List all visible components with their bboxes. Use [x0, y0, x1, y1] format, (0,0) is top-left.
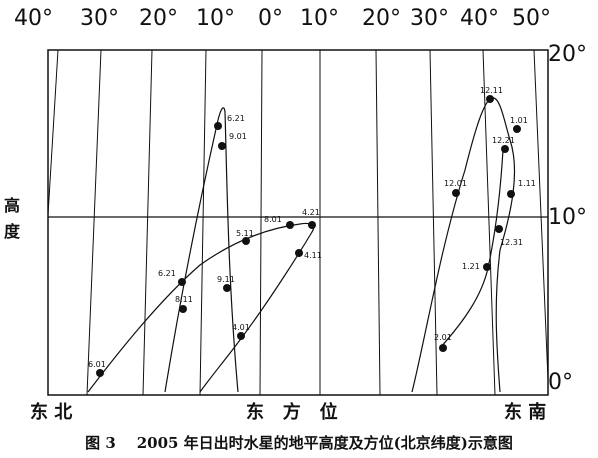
top-label-10-left: 10° [196, 6, 235, 31]
direction-azimuth: 东 方 位 [246, 402, 338, 423]
point-1-01 [513, 125, 521, 133]
point-1-11 [507, 190, 515, 198]
frame [47, 49, 549, 396]
point-6-21-low [178, 278, 186, 286]
point-labels: 6.21 9.01 8.01 4.21 5.11 6.21 8.11 9.11 … [88, 86, 536, 369]
data-points [96, 95, 521, 377]
point-5-11 [242, 237, 250, 245]
top-label-30-left: 30° [80, 6, 119, 31]
point-1-21 [483, 263, 491, 271]
label-8-01: 8.01 [264, 215, 282, 224]
point-8-01 [286, 221, 294, 229]
label-4-11: 4.11 [304, 251, 322, 260]
top-label-40-left: 40° [14, 6, 53, 31]
label-6-01: 6.01 [88, 360, 106, 369]
curve-winter [411, 97, 516, 393]
point-6-01 [96, 369, 104, 377]
figure-caption: 图 3 2005 年日出时水星的地平高度及方位(北京纬度)示意图 [85, 434, 513, 452]
label-12-11: 12.11 [480, 86, 503, 95]
top-label-30-right: 30° [410, 6, 449, 31]
direction-northeast: 东 北 [30, 402, 73, 423]
label-4-21: 4.21 [302, 208, 320, 217]
direction-southeast: 东 南 [504, 402, 547, 423]
label-12-01: 12.01 [444, 179, 467, 188]
top-label-20-left: 20° [139, 6, 178, 31]
label-9-01: 9.01 [229, 132, 247, 141]
point-4-01 [237, 332, 245, 340]
label-4-01: 4.01 [232, 323, 250, 332]
point-12-01 [452, 189, 460, 197]
label-1-11: 1.11 [518, 179, 536, 188]
point-9-11 [223, 284, 231, 292]
altitude-label-10: 10° [548, 205, 587, 230]
point-4-11 [295, 249, 303, 257]
point-12-11 [486, 95, 494, 103]
altitude-axis-char-1: 高 [4, 196, 21, 215]
top-label-20-right: 20° [362, 6, 401, 31]
label-12-21: 12.21 [492, 136, 515, 145]
label-6-21-top: 6.21 [227, 114, 245, 123]
curve-summer [164, 107, 239, 393]
curve-spring [87, 222, 315, 393]
point-8-11 [179, 305, 187, 313]
label-6-21-low: 6.21 [158, 269, 176, 278]
point-12-21 [501, 145, 509, 153]
point-2-01 [439, 344, 447, 352]
point-4-21 [308, 221, 316, 229]
label-9-11: 9.11 [217, 275, 235, 284]
point-12-31 [495, 225, 503, 233]
label-1-01: 1.01 [510, 116, 528, 125]
label-8-11: 8.11 [175, 295, 193, 304]
top-label-40-right: 40° [460, 6, 499, 31]
altitude-label-20: 20° [548, 42, 587, 67]
point-9-01 [218, 142, 226, 150]
label-5-11: 5.11 [236, 229, 254, 238]
altitude-axis-char-2: 度 [4, 222, 21, 241]
altitude-label-0: 0° [548, 370, 573, 395]
label-12-31: 12.31 [500, 238, 523, 247]
label-2-01: 2.01 [434, 333, 452, 342]
top-label-0: 0° [258, 6, 283, 31]
top-label-50: 50° [512, 6, 551, 31]
label-1-21: 1.21 [462, 262, 480, 271]
azimuth-grid [47, 49, 549, 396]
point-6-21-top [214, 122, 222, 130]
top-label-10-right: 10° [300, 6, 339, 31]
